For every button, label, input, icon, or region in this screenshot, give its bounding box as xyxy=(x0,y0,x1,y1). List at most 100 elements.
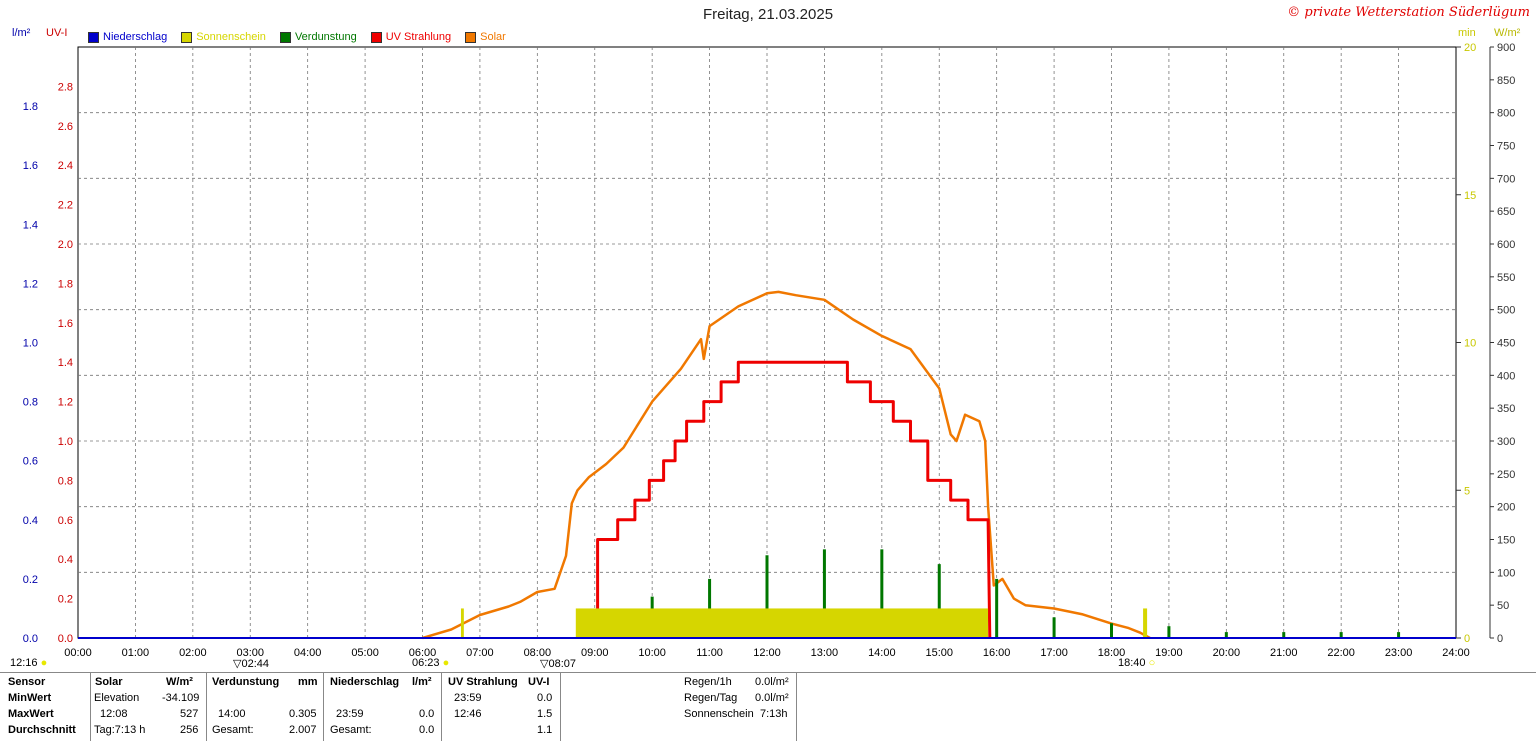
uv-unit-label: UV-I xyxy=(46,27,68,39)
min-solar-time: Elevation xyxy=(94,692,140,704)
summary-header-evap-unit: mm xyxy=(298,676,318,688)
summary-table: Sensor Solar W/m² Verdunstung mm Nieders… xyxy=(0,673,800,741)
max-rain-value: 0.0 xyxy=(419,708,435,720)
summary-header-rain-unit: l/m² xyxy=(412,676,432,688)
x-tick-label: 18:00 xyxy=(1098,647,1126,659)
col-divider xyxy=(90,673,91,741)
sunrise-marker: 06:23 ● xyxy=(412,657,450,669)
solar-axis-tick-label: 50 xyxy=(1497,600,1509,612)
min-solar-value: -34.109 xyxy=(162,692,200,704)
solar-axis-tick-label: 500 xyxy=(1497,305,1515,317)
legend: Niederschlag Sonnenschein Verdunstung UV St… xyxy=(88,31,506,43)
rain-axis-tick-label: 1.4 xyxy=(23,219,38,231)
solar-series-line xyxy=(422,290,1151,640)
col-divider xyxy=(796,673,797,741)
legend-label: Verdunstung xyxy=(294,31,357,43)
uv-axis-tick-label: 1.8 xyxy=(58,278,73,290)
x-tick-label: 03:00 xyxy=(236,647,264,659)
uv-axis-tick-label: 1.0 xyxy=(58,436,73,448)
chart-title: Freitag, 21.03.2025 xyxy=(702,6,834,23)
x-tick-label: 19:00 xyxy=(1155,647,1183,659)
x-tick-label: 01:00 xyxy=(122,647,150,659)
extra-value-rain-day: 0.0l/m² xyxy=(755,692,789,704)
avg-solar-value: 256 xyxy=(180,724,199,736)
uv-axis-tick-label: 1.2 xyxy=(58,397,73,409)
max-solar-value: 527 xyxy=(180,708,199,720)
evaporation-bar xyxy=(1110,623,1113,638)
legend-label: UV Strahlung xyxy=(385,31,452,43)
evaporation-bar xyxy=(1339,632,1343,638)
station-brand: © private Wetterstation Süderlügum xyxy=(1287,5,1530,20)
solar-axis-tick-label: 250 xyxy=(1497,469,1515,481)
rain-axis-tick-label: 0.6 xyxy=(23,456,38,468)
min-marker: ▽02:44 xyxy=(233,658,269,670)
legend-item: Verdunstung xyxy=(279,31,357,43)
solar-axis-tick-label: 150 xyxy=(1497,535,1515,547)
solar-axis-tick-label: 750 xyxy=(1497,141,1515,153)
solar-axis-tick-label: 400 xyxy=(1497,370,1515,382)
rain-axis-tick-label: 1.0 xyxy=(23,338,38,350)
x-tick-label: 12:00 xyxy=(753,647,781,659)
x-tick-label: 09:00 xyxy=(581,647,609,659)
sunshine-axis-tick-label: 0 xyxy=(1464,633,1470,645)
rain-axis-tick-label: 0.0 xyxy=(23,633,38,645)
x-tick-label: 20:00 xyxy=(1213,647,1241,659)
noon-marker: 12:16 ● xyxy=(10,657,48,669)
rain-axis-tick-label: 1.6 xyxy=(23,160,38,172)
solar-unit-label: W/m² xyxy=(1494,27,1521,39)
x-tick-label: 14:00 xyxy=(868,647,896,659)
uv-axis-tick-label: 2.0 xyxy=(58,239,73,251)
legend-label: Niederschlag xyxy=(103,31,168,43)
extra-label-sunshine: Sonnenschein xyxy=(684,708,754,720)
avg-rain-value: 0.0 xyxy=(419,724,435,736)
evaporation-bar xyxy=(1397,632,1401,638)
solar-axis-tick-label: 700 xyxy=(1497,173,1515,185)
x-tick-label: 00:00 xyxy=(64,647,92,659)
max-uv-time: 12:46 xyxy=(454,708,482,720)
x-tick-label: 22:00 xyxy=(1327,647,1355,659)
solar-axis-tick-label: 850 xyxy=(1497,75,1515,87)
summary-header-evap: Verdunstung xyxy=(212,676,280,688)
max-solar-time: 12:08 xyxy=(100,708,128,720)
uv-axis-tick-label: 2.6 xyxy=(58,121,73,133)
extra-value-rain-1h: 0.0l/m² xyxy=(755,676,789,688)
rain-axis-tick-label: 0.2 xyxy=(23,574,38,586)
summary-header-uv-unit: UV-I xyxy=(528,676,550,688)
x-tick-label: 17:00 xyxy=(1040,647,1068,659)
col-divider xyxy=(206,673,207,741)
legend-label: Solar xyxy=(480,31,506,43)
uv-axis-tick-label: 1.4 xyxy=(58,357,73,369)
row-label-avg: Durchschnitt xyxy=(8,724,76,736)
sunshine-unit-label: min xyxy=(1458,27,1476,39)
evaporation-bar xyxy=(1052,617,1056,638)
x-tick-label: 04:00 xyxy=(294,647,322,659)
evaporation-bar xyxy=(822,549,826,638)
min-uv-time: 23:59 xyxy=(454,692,482,704)
summary-header-solar-unit: W/m² xyxy=(166,676,193,688)
max-rain-time: 23:59 xyxy=(336,708,364,720)
evaporation-bar xyxy=(1224,632,1228,638)
evaporation-bar xyxy=(1282,632,1286,638)
max-marker: ▽08:07 xyxy=(540,658,576,670)
summary-header-sensor: Sensor xyxy=(8,676,46,688)
evaporation-bar xyxy=(995,578,999,638)
row-label-min: MinWert xyxy=(8,692,52,704)
x-tick-label: 05:00 xyxy=(351,647,379,659)
legend-item: Sonnenschein xyxy=(181,31,266,43)
evaporation-bar xyxy=(1167,626,1171,638)
sunshine-axis-tick-label: 15 xyxy=(1464,190,1476,202)
solar-axis-tick-label: 200 xyxy=(1497,502,1515,514)
solar-axis-tick-label: 600 xyxy=(1497,239,1515,251)
solar-axis-tick-label: 350 xyxy=(1497,403,1515,415)
rain-axis-tick-label: 0.4 xyxy=(23,515,38,527)
evaporation-bar xyxy=(765,555,769,638)
sunshine-bar xyxy=(460,608,464,638)
uv-axis-tick-label: 0.4 xyxy=(58,554,73,566)
legend-item: Solar xyxy=(465,31,506,43)
solar-axis-tick-label: 0 xyxy=(1497,633,1503,645)
legend-swatch xyxy=(88,31,99,43)
legend-swatch xyxy=(465,31,477,43)
evaporation-bar xyxy=(880,549,884,638)
extra-label-rain-1h: Regen/1h xyxy=(684,676,732,688)
uv-axis-tick-label: 0.8 xyxy=(58,475,73,487)
